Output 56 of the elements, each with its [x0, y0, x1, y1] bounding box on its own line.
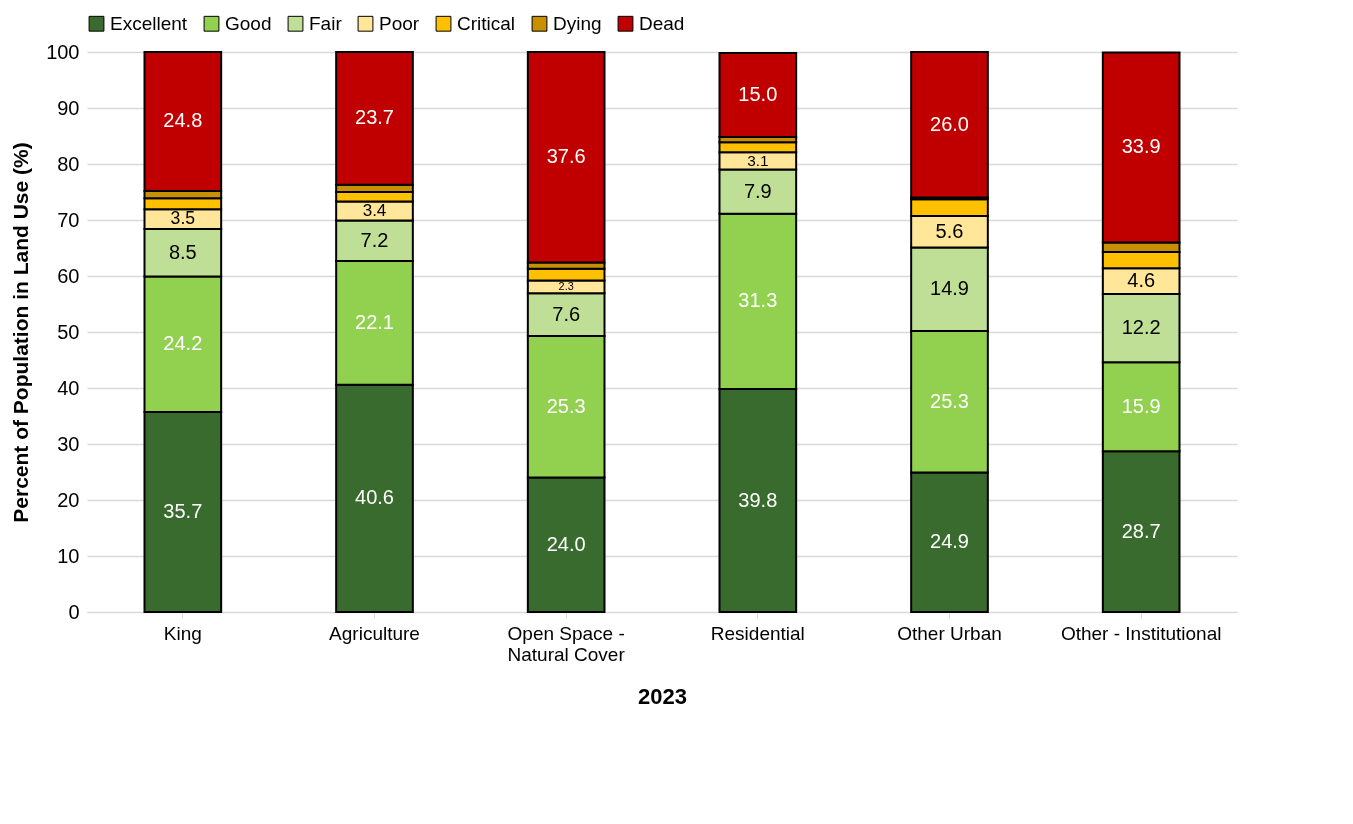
data-label: 25.3 [546, 394, 586, 417]
data-label: 12.2 [1121, 316, 1161, 339]
data-label: 14.9 [930, 277, 969, 300]
data-label: 31.3 [738, 289, 778, 312]
data-label: 40.6 [355, 486, 394, 509]
data-label: 39.8 [738, 488, 778, 511]
data-label: 7.9 [743, 179, 772, 202]
y-tick-label: 20 [57, 488, 80, 511]
data-label: 24.8 [163, 109, 203, 132]
data-label: 25.3 [930, 389, 969, 412]
data-label: 24.2 [163, 332, 203, 355]
legend-label: Dead [639, 12, 685, 34]
data-label: 22.1 [355, 310, 394, 333]
data-label: 2.3 [558, 279, 574, 292]
x-axis-title: 2023 [638, 683, 687, 709]
data-label: 37.6 [546, 145, 586, 168]
y-tick-label: 50 [57, 320, 80, 343]
data-label: 3.5 [170, 208, 196, 229]
y-tick-label: 60 [57, 264, 80, 287]
data-label: 26.0 [930, 112, 969, 135]
data-label: 7.2 [360, 228, 389, 251]
y-tick-label: 40 [57, 376, 80, 399]
data-label: 3.1 [747, 151, 769, 169]
legend-label: Good [225, 12, 272, 34]
data-label: 23.7 [355, 106, 394, 129]
data-label: 3.4 [362, 201, 387, 221]
y-tick-label: 80 [57, 152, 80, 175]
y-tick-label: 0 [68, 600, 80, 623]
data-label: 33.9 [1121, 135, 1161, 158]
data-label: 24.0 [546, 532, 586, 555]
legend-label: Poor [379, 12, 420, 34]
data-label: 24.9 [930, 530, 969, 553]
data-label: 4.6 [1127, 269, 1156, 292]
legend-label: Excellent [110, 12, 188, 34]
legend-label: Fair [309, 12, 343, 34]
x-tick-label: Other Urban [897, 622, 1002, 644]
x-tick-label: Open Space - Natural Cover [507, 622, 626, 665]
data-label: 35.7 [163, 500, 203, 523]
data-label: 15.9 [1121, 394, 1161, 417]
data-label: 5.6 [935, 219, 964, 242]
x-tick-label: Other - Institutional [1060, 622, 1222, 644]
data-label: 8.5 [168, 240, 197, 263]
data-label: 15.0 [738, 83, 778, 106]
y-tick-label: 70 [57, 208, 80, 231]
legend-label: Critical [457, 12, 516, 34]
y-axis-title: Percent of Population in Land Use (%) [9, 142, 33, 523]
y-tick-label: 90 [57, 96, 80, 119]
y-tick-label: 30 [57, 432, 80, 455]
legend-label: Dying [553, 12, 602, 34]
data-label: 28.7 [1121, 519, 1161, 542]
x-tick-label: Residential [710, 622, 805, 644]
data-label: 7.6 [552, 302, 581, 325]
y-tick-label: 100 [46, 40, 80, 63]
x-tick-label: Agriculture [329, 622, 420, 644]
y-tick-label: 10 [57, 544, 80, 567]
x-tick-label: King [163, 622, 202, 644]
